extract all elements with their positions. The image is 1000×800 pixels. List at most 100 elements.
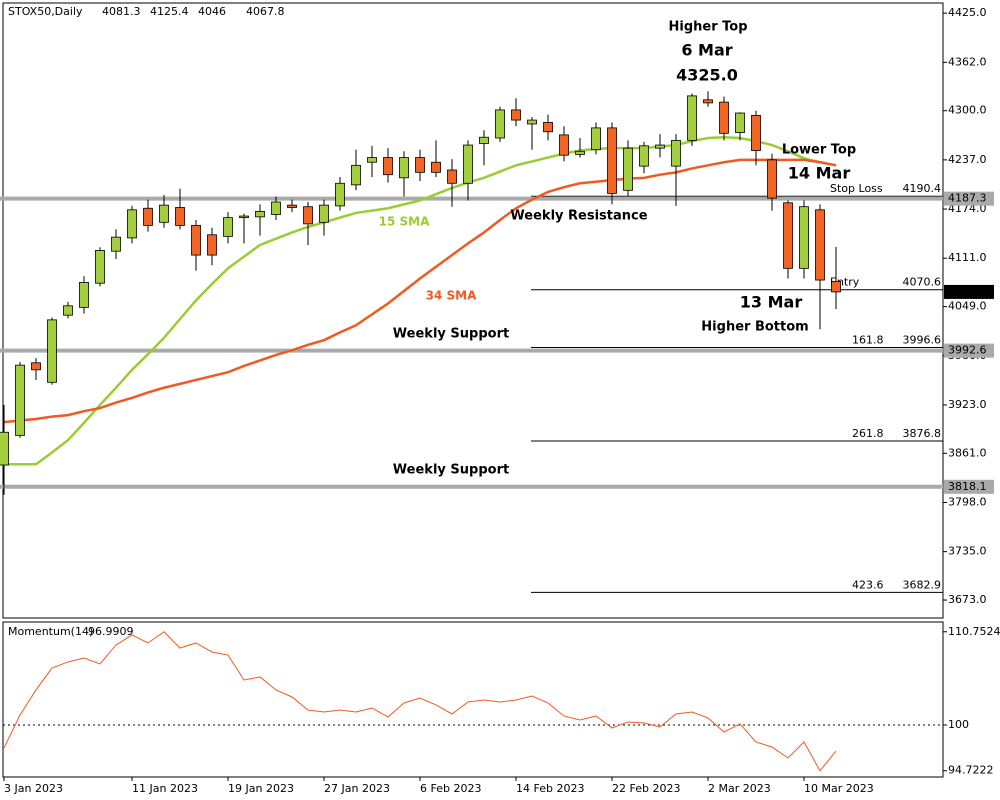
candle-body [127, 209, 137, 239]
candle-body [159, 204, 169, 223]
chart-title: STOX50,Daily [8, 5, 83, 18]
candle-body [495, 109, 505, 139]
candle-body [79, 282, 89, 308]
candle-body [751, 114, 761, 151]
candle-body [591, 127, 601, 151]
zone-value: 3818.1 [948, 480, 987, 493]
level-value: 3996.6 [903, 333, 942, 346]
x-tick-label: 27 Jan 2023 [324, 782, 390, 795]
candle-body [399, 157, 409, 179]
candle-body [735, 112, 745, 133]
y-tick-label: 110.7524 [948, 625, 1000, 638]
annotation: Higher Bottom [701, 320, 808, 335]
x-tick-label: 19 Jan 2023 [228, 782, 294, 795]
candle-body [719, 101, 729, 134]
candle-body [351, 164, 361, 186]
candle-body [623, 147, 633, 191]
candle-body [287, 204, 297, 208]
x-tick-label: 6 Feb 2023 [420, 782, 481, 795]
candle-body [15, 364, 25, 436]
annotation: Weekly Resistance [510, 209, 647, 224]
x-tick-label: 11 Jan 2023 [132, 782, 198, 795]
candle-body [0, 431, 9, 466]
candle-body [815, 209, 825, 281]
candle-body [271, 201, 281, 215]
candle-body [367, 157, 377, 163]
level-label: 161.8 [852, 333, 884, 346]
momentum-line [3, 631, 837, 772]
candle-body [319, 204, 329, 223]
candle-body [639, 145, 649, 167]
momentum-title: Momentum(14) [8, 625, 93, 638]
candle-body [607, 127, 617, 194]
candle-body [559, 134, 569, 156]
ohlc-open: 4081.3 [102, 5, 141, 18]
zone-box [944, 343, 994, 358]
y-tick-label: 3861.0 [948, 446, 987, 459]
level-label: Stop Loss [830, 182, 883, 195]
candle-body [655, 144, 665, 149]
candle-body [47, 319, 57, 383]
candle-body [431, 161, 441, 173]
candle-body [31, 362, 41, 371]
candle-body [239, 215, 249, 219]
sma-line [3, 158, 837, 424]
y-tick-label: 4300.0 [948, 104, 987, 117]
annotation: 6 Mar [681, 41, 732, 60]
candle-body [303, 206, 313, 225]
main-panel [2, 2, 944, 619]
candle-body [383, 157, 393, 176]
candle-body [703, 99, 713, 104]
y-tick-label: 3923.0 [948, 398, 987, 411]
annotation: 15 SMA [379, 215, 430, 229]
y-tick-label: 4237.0 [948, 153, 987, 166]
price-value: 4067.8 [948, 285, 987, 298]
zone-box [944, 479, 994, 494]
candle-body [767, 159, 777, 199]
price-box [944, 284, 994, 299]
y-tick-label: 4111.0 [948, 251, 987, 264]
y-tick-label: 94.7222 [948, 764, 994, 777]
annotation: 14 Mar [788, 164, 851, 183]
zone-value: 4187.3 [948, 192, 987, 205]
ohlc-close: 4067.8 [246, 5, 285, 18]
candle-body [111, 236, 121, 252]
annotation: Weekly Support [393, 327, 509, 342]
x-tick-label: 2 Mar 2023 [708, 782, 771, 795]
candle-body [175, 207, 185, 226]
candle-body [479, 136, 489, 144]
y-tick-label: 100 [948, 718, 969, 731]
candle-body [255, 210, 265, 218]
candle-body [63, 305, 73, 316]
candle-body [527, 119, 537, 125]
candle-body [415, 157, 425, 173]
sma-line [4, 135, 837, 466]
y-tick-label: 3673.0 [948, 593, 987, 606]
y-tick-label: 3798.0 [948, 495, 987, 508]
ohlc-low: 4046 [198, 5, 226, 18]
x-tick-label: 3 Jan 2023 [4, 782, 63, 795]
momentum-panel [2, 621, 944, 778]
candle-body [799, 206, 809, 269]
level-value: 3876.8 [903, 427, 942, 440]
candle-body [687, 95, 697, 141]
ohlc-high: 4125.4 [150, 5, 189, 18]
candle-body [511, 109, 521, 121]
annotation: 34 SMA [426, 289, 477, 303]
candle-body [223, 217, 233, 237]
candle-body [543, 122, 553, 133]
y-tick-label: 4425.0 [948, 6, 987, 19]
candle-body [671, 139, 681, 167]
candle-body [447, 169, 457, 184]
candle-body [95, 250, 105, 284]
momentum-value: 96.9909 [88, 625, 134, 638]
level-value: 4070.6 [903, 276, 942, 289]
candle-body [575, 150, 585, 155]
annotation: 13 Mar [740, 293, 803, 312]
zone-box [944, 191, 994, 206]
annotation: Weekly Support [393, 463, 509, 478]
level-value: 4190.4 [903, 182, 942, 195]
level-label: 423.6 [852, 578, 884, 591]
zone-value: 3992.6 [948, 344, 987, 357]
